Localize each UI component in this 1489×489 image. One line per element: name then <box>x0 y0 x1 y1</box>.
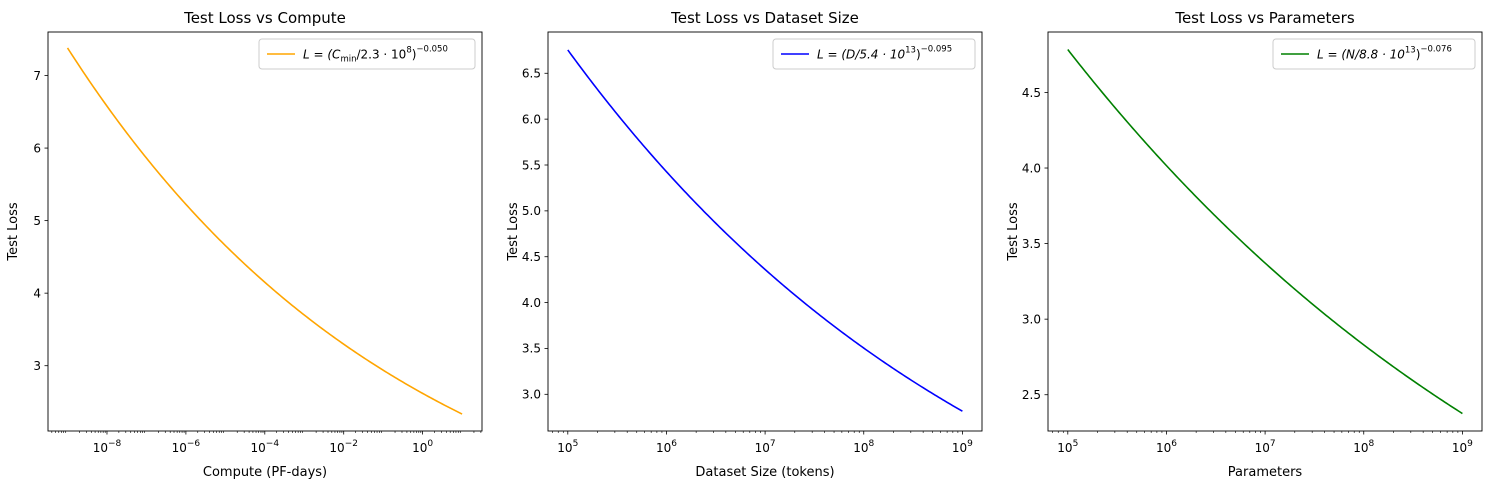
chart-title: Test Loss vs Dataset Size <box>670 9 859 27</box>
series-line <box>1067 49 1463 415</box>
x-tick-label: 100 <box>412 439 433 455</box>
chart-panel-2: Test Loss vs Dataset Size 105 106 107 108 109… <box>506 9 983 480</box>
y-tick-label: 5 <box>33 214 41 228</box>
y-axis-label: Test Loss <box>6 202 21 261</box>
axes-frame <box>1047 31 1483 432</box>
legend-box <box>772 38 976 70</box>
y-tick-label: 6.0 <box>522 112 541 126</box>
x-tick-label: 10−6 <box>172 439 201 455</box>
chart-title: Test Loss vs Compute <box>183 9 346 27</box>
x-axis-label: Compute (PF-days) <box>203 465 327 480</box>
y-axis-label: Test Loss <box>506 202 521 261</box>
x-tick-label: 107 <box>755 439 776 455</box>
y-tick-label: 6 <box>33 141 41 155</box>
y-tick-label: 4.5 <box>522 250 541 264</box>
x-tick-label: 109 <box>952 439 973 455</box>
x-tick-exponent: 7 <box>770 439 776 449</box>
y-tick-label: 5.0 <box>522 204 541 218</box>
x-tick-exponent: −6 <box>187 439 201 449</box>
y-tick-label: 6.5 <box>522 67 541 81</box>
y-tick-label: 3.0 <box>1022 312 1041 326</box>
x-tick-exponent: −2 <box>345 439 358 449</box>
chart-panel-3: Test Loss vs Parameters 105 106 107 108 109 2.… <box>1006 9 1483 480</box>
x-tick-label: 10−8 <box>93 439 122 455</box>
chart-panel-1: Test Loss vs Compute 10−8 10−6 10−4 10−2 100 3… <box>6 9 483 480</box>
x-axis-label: Dataset Size (tokens) <box>695 465 834 480</box>
x-tick-exponent: 6 <box>671 439 677 449</box>
x-tick-label: 105 <box>557 439 578 455</box>
x-tick-label: 106 <box>1156 439 1177 455</box>
x-tick-exponent: 9 <box>967 439 973 449</box>
y-tick-label: 4 <box>33 286 41 300</box>
x-tick-label: 109 <box>1452 439 1473 455</box>
y-tick-label: 3.5 <box>1022 237 1041 251</box>
y-tick-label: 3.0 <box>522 388 541 402</box>
y-tick-label: 5.5 <box>522 158 541 172</box>
axes-frame <box>47 31 483 432</box>
x-tick-label: 106 <box>656 439 677 455</box>
x-tick-exponent: 6 <box>1171 439 1177 449</box>
y-tick-label: 4.0 <box>522 296 541 310</box>
y-axis-label: Test Loss <box>1006 202 1021 261</box>
x-tick-label: 10−4 <box>251 439 280 455</box>
x-tick-label: 10−2 <box>329 439 358 455</box>
y-tick-label: 2.5 <box>1022 388 1041 402</box>
legend-box <box>258 38 476 70</box>
y-tick-label: 4.0 <box>1022 161 1041 175</box>
y-tick-label: 3 <box>33 359 41 373</box>
x-tick-exponent: 8 <box>869 439 875 449</box>
x-tick-exponent: 7 <box>1270 439 1276 449</box>
y-tick-label: 7 <box>33 69 41 83</box>
x-tick-exponent: 5 <box>573 439 579 449</box>
x-tick-label: 105 <box>1057 439 1078 455</box>
x-tick-exponent: 9 <box>1467 439 1473 449</box>
x-tick-label: 108 <box>1353 439 1374 455</box>
x-tick-exponent: 8 <box>1369 439 1375 449</box>
axes-frame <box>547 31 983 432</box>
x-axis-label: Parameters <box>1228 465 1303 480</box>
x-tick-exponent: −4 <box>266 439 280 449</box>
legend-label: L = (Cmin/2.3 · 108)−0.050 <box>303 45 448 65</box>
x-tick-exponent: −8 <box>108 439 122 449</box>
legend-label: L = (N/8.8 · 1013)−0.076 <box>1317 45 1452 62</box>
x-tick-exponent: 5 <box>1073 439 1079 449</box>
x-tick-exponent: 0 <box>427 439 433 449</box>
y-tick-label: 3.5 <box>522 342 541 356</box>
series-line <box>66 47 463 415</box>
x-tick-label: 108 <box>853 439 874 455</box>
x-tick-label: 107 <box>1255 439 1276 455</box>
legend-box <box>1272 38 1476 70</box>
series-line <box>567 49 963 412</box>
y-tick-label: 4.5 <box>1022 86 1041 100</box>
legend-label: L = (D/5.4 · 1013)−0.095 <box>817 45 952 62</box>
chart-title: Test Loss vs Parameters <box>1174 9 1354 27</box>
